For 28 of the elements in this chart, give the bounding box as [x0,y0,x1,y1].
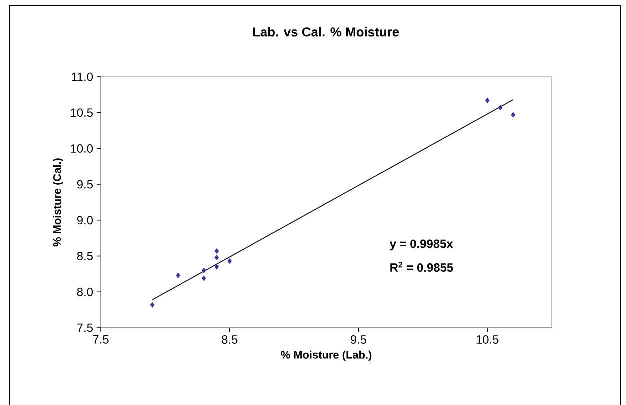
point [498,105,503,111]
point [214,248,220,254]
y-tick-label: 10.0 [71,144,94,153]
x-tick-label: 10.5 [476,336,499,344]
y-tick-label: 7.5 [77,324,93,332]
point [485,98,490,104]
x-axis-title: % Moisture (Lab.) [281,350,372,362]
y-axis-title: % Moisture (Cal.) [53,158,64,247]
y-tick-label: 10.5 [71,108,93,118]
annotation: R$^{2}$ = 0.9855 [390,262,454,272]
point [228,258,232,264]
point [511,112,516,118]
point [202,268,206,274]
y-tick-label: 9.5 [77,180,93,189]
y-tick-label: 8.0 [77,288,94,296]
y-tick-label: 9.0 [77,216,94,225]
point [214,264,220,270]
x-tick-label: 9.5 [350,336,367,344]
x-tick-label: 7.5 [93,336,109,344]
point [176,272,180,278]
x-tick-label: 8.5 [222,336,238,344]
point [214,254,220,261]
y-tick-label: 8.5 [77,252,93,261]
point [150,302,155,308]
y-tick-label: 11.0 [72,72,94,82]
point [202,276,206,282]
annotation: y = 0.9985x [390,240,454,251]
chart-title: Lab. vs Cal. % Moisture [253,27,400,37]
